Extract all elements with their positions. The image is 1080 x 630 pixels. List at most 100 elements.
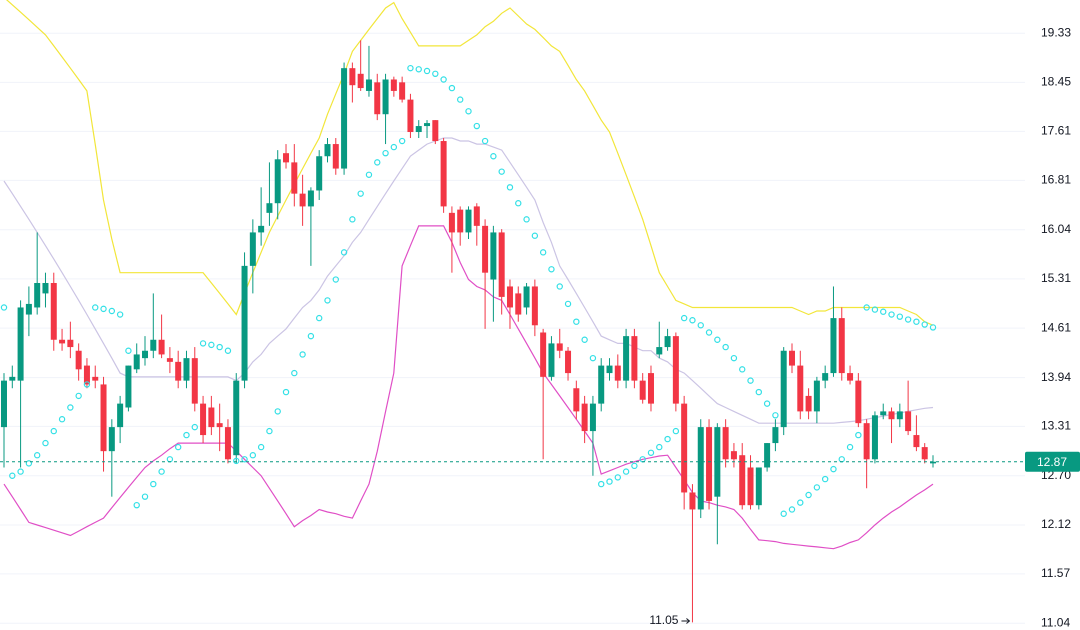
candle-body	[258, 225, 265, 233]
sar-dot	[904, 316, 912, 323]
y-tick-label: 13.94	[1041, 370, 1071, 384]
last-price-tag	[1025, 451, 1080, 472]
candle-body	[208, 407, 215, 428]
sar-dot	[133, 501, 140, 509]
candle-body	[448, 212, 455, 233]
candle-body	[216, 423, 223, 428]
sar-dot	[0, 304, 8, 311]
candle-body	[341, 68, 348, 169]
sar-dot	[141, 493, 149, 500]
sar-dot	[473, 122, 480, 130]
y-tick-label: 17.61	[1041, 124, 1071, 138]
sar-dot	[896, 313, 904, 320]
sar-dot	[506, 184, 514, 191]
candle-body	[913, 435, 920, 448]
candle-body	[291, 162, 298, 194]
sar-dot	[398, 137, 406, 145]
sar-dot	[672, 427, 680, 435]
candle-body	[191, 358, 198, 404]
sar-dot	[863, 304, 870, 311]
candle-body	[764, 443, 771, 468]
sar-dot	[266, 427, 273, 435]
sar-dot	[921, 321, 928, 328]
sar-dot	[440, 76, 447, 83]
sar-dot	[763, 400, 771, 407]
candle-body	[896, 411, 903, 420]
sar-dot	[349, 216, 356, 223]
sar-dot	[233, 457, 240, 465]
sar-dot	[374, 159, 381, 166]
y-tick-label: 19.33	[1041, 25, 1071, 39]
sar-dot	[50, 427, 57, 435]
candle-body	[166, 358, 173, 362]
candle-body	[813, 380, 820, 412]
sar-dot	[813, 484, 821, 491]
sar-dot	[307, 332, 315, 340]
sar-dot	[457, 96, 464, 103]
sar-dot	[291, 369, 298, 377]
lower-band	[3, 225, 934, 550]
sar-dot	[116, 311, 124, 318]
candle-body	[100, 384, 107, 452]
sar-dot	[581, 336, 588, 343]
sar-dot	[315, 314, 323, 322]
candle-body	[905, 411, 912, 432]
sar-dot	[515, 200, 522, 207]
last-price-label: 12.87	[1037, 455, 1067, 469]
candle-body	[830, 318, 837, 374]
sar-dot	[481, 137, 489, 145]
y-tick-label: 15.31	[1041, 271, 1071, 285]
candle-body	[424, 123, 431, 127]
candle-body	[888, 411, 895, 420]
candle-body	[1, 380, 7, 428]
sar-dot	[647, 449, 655, 456]
sar-dot	[183, 431, 190, 439]
sar-dot	[191, 423, 198, 431]
candle-body	[175, 361, 182, 381]
candle-body	[17, 307, 24, 381]
sar-dot	[531, 232, 539, 239]
candle-body	[473, 206, 480, 226]
candle-body	[332, 144, 339, 169]
sar-dot	[67, 404, 74, 411]
candle-body	[573, 388, 580, 412]
candle-body	[498, 232, 505, 297]
sar-dot	[415, 66, 422, 73]
candle-body	[200, 403, 207, 436]
y-tick-label: 11.57	[1041, 566, 1070, 580]
candle-body	[382, 79, 389, 115]
sar-dot	[564, 300, 572, 308]
sar-dot	[357, 190, 364, 197]
candle-body	[241, 265, 248, 381]
sar-dot	[9, 472, 16, 479]
candle-body	[614, 365, 621, 381]
middle-band	[3, 137, 934, 424]
sar-dot	[75, 392, 82, 400]
sar-dot	[780, 510, 787, 517]
sar-dot	[382, 149, 389, 157]
candle-body	[598, 365, 605, 404]
candle-body	[589, 403, 596, 432]
sar-dot	[871, 306, 879, 313]
sar-dot	[714, 336, 721, 343]
candle-body	[788, 350, 795, 366]
candle-body	[390, 79, 397, 91]
candle-body	[631, 336, 638, 381]
candle-body	[697, 427, 704, 510]
sar-dot	[125, 347, 132, 354]
candle-body	[407, 99, 414, 133]
candle-body	[847, 373, 854, 381]
candle-body	[42, 282, 49, 294]
candle-body	[706, 427, 713, 501]
sar-dot	[332, 276, 339, 283]
candle-body	[274, 159, 281, 204]
candle-body	[365, 79, 372, 91]
candle-body	[349, 68, 356, 86]
y-tick-label: 14.61	[1041, 320, 1071, 334]
candle-body	[531, 286, 538, 326]
candle-body	[639, 380, 646, 400]
candle-body	[515, 293, 522, 315]
candle-body	[797, 365, 804, 412]
sar-dot	[680, 314, 688, 322]
candle-body	[755, 467, 762, 506]
